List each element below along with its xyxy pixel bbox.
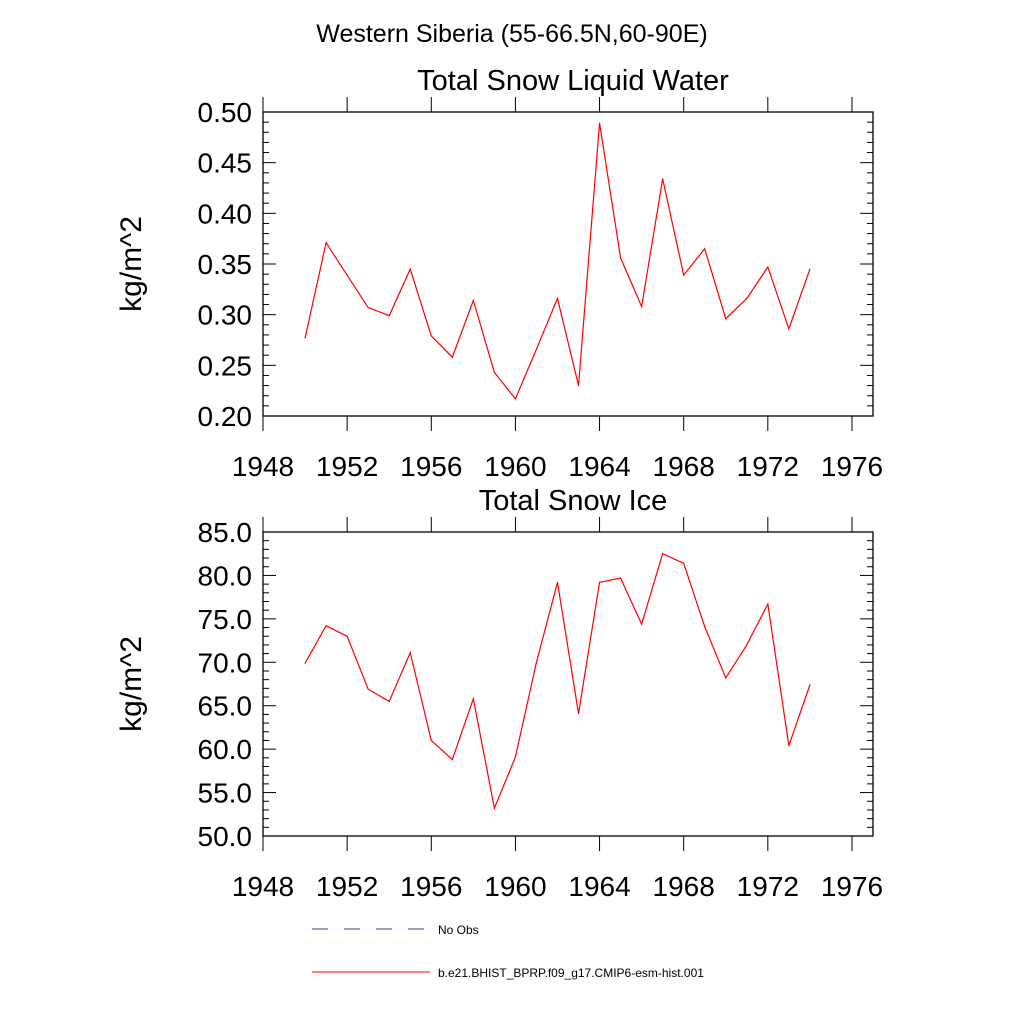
data-point — [514, 398, 517, 400]
data-point — [704, 626, 706, 628]
x-tick-label: 1956 — [400, 451, 462, 482]
data-point — [535, 348, 538, 350]
y-tick-label: 80.0 — [198, 560, 253, 591]
data-point — [556, 297, 559, 300]
data-point — [388, 700, 390, 702]
data-point — [556, 581, 559, 583]
y-tick-label: 70.0 — [198, 647, 253, 678]
data-point — [430, 739, 432, 742]
data-point — [725, 318, 727, 320]
x-tick-label: 1948 — [232, 451, 294, 482]
data-point — [788, 328, 790, 330]
chart-title: Total Snow Ice — [479, 485, 668, 517]
chart-title: Total Snow Liquid Water — [417, 65, 729, 97]
data-point — [409, 268, 411, 270]
data-point — [577, 385, 580, 387]
data-point — [598, 581, 601, 583]
data-point — [304, 662, 306, 664]
data-point — [725, 677, 727, 679]
data-point — [598, 122, 601, 124]
y-tick-label: 85.0 — [198, 517, 253, 548]
data-point — [388, 315, 390, 317]
x-tick-label: 1948 — [232, 871, 294, 902]
data-point — [809, 268, 811, 270]
legend-label-1: No Obs — [438, 923, 479, 937]
chart-panel-1: Total Snow Liquid Water 0.20 0.25 0.30 0.35 0… — [115, 65, 883, 482]
data-point — [767, 266, 769, 268]
y-axis-label: kg/m^2 — [115, 636, 148, 732]
x-tick-label: 1960 — [484, 451, 546, 482]
data-point — [767, 603, 769, 605]
data-point — [662, 178, 664, 180]
plot-frame — [262, 111, 874, 417]
data-point — [493, 807, 495, 809]
chart-panel-2: Total Snow Ice 50.0 55.0 60.0 65.0 70.0 75.0 80… — [115, 485, 883, 902]
data-point — [493, 371, 495, 374]
data-point — [683, 274, 685, 276]
data-point — [619, 577, 622, 579]
y-tick-label: 55.0 — [198, 778, 253, 809]
data-point — [451, 758, 453, 761]
data-point — [809, 684, 811, 686]
data-point — [451, 356, 453, 358]
x-tick-label: 1952 — [316, 451, 378, 482]
y-tick-label: 65.0 — [198, 691, 253, 722]
y-tick-label: 50.0 — [198, 821, 253, 852]
data-point — [346, 274, 348, 276]
x-tick-label: 1952 — [316, 871, 378, 902]
x-tick-label: 1960 — [484, 871, 546, 902]
x-tick-label: 1964 — [568, 451, 630, 482]
y-tick-label: 75.0 — [198, 604, 253, 635]
legend: No Obs b.e21.BHIST_BPRP.f09_g17.CMIP6-esm… — [312, 923, 704, 980]
y-tick-label: 0.40 — [198, 198, 253, 229]
data-point — [704, 248, 706, 250]
x-tick-label: 1968 — [653, 451, 715, 482]
data-point — [325, 242, 327, 244]
data-point — [325, 625, 327, 627]
y-tick-label: 0.30 — [198, 300, 253, 331]
y-tick-label: 0.20 — [198, 401, 253, 432]
y-tick-label: 60.0 — [198, 734, 253, 765]
data-point — [409, 652, 411, 654]
data-point — [788, 745, 790, 747]
x-tick-label: 1956 — [400, 871, 462, 902]
series-line-1 — [304, 123, 811, 400]
series-line-1 — [304, 552, 811, 811]
data-point — [346, 635, 348, 637]
data-point — [577, 712, 580, 715]
data-point — [662, 553, 664, 555]
data-point — [641, 623, 643, 625]
y-axis-label: kg/m^2 — [115, 216, 148, 312]
y-tick-label: 0.35 — [198, 249, 253, 280]
data-point — [304, 337, 306, 339]
data-point — [367, 306, 369, 309]
x-tick-label: 1972 — [737, 451, 799, 482]
figure-suptitle: Western Siberia (55-66.5N,60-90E) — [316, 20, 707, 48]
data-point — [514, 756, 517, 758]
y-tick-label: 0.25 — [198, 350, 253, 381]
x-tick-label: 1972 — [737, 871, 799, 902]
data-point — [472, 299, 474, 302]
data-point — [619, 257, 622, 259]
data-point — [535, 661, 538, 663]
data-point — [430, 335, 432, 337]
legend-label-2: b.e21.BHIST_BPRP.f09_g17.CMIP6-esm-hist.… — [438, 966, 704, 980]
data-point — [746, 297, 748, 300]
x-tick-label: 1976 — [821, 451, 883, 482]
y-tick-label: 0.50 — [198, 97, 253, 128]
x-tick-label: 1964 — [568, 871, 630, 902]
data-point — [641, 305, 643, 308]
x-tick-label: 1968 — [653, 871, 715, 902]
data-point — [746, 644, 748, 646]
plot-frame — [262, 531, 874, 837]
data-point — [367, 688, 369, 690]
data-point — [683, 562, 685, 564]
x-tick-label: 1976 — [821, 871, 883, 902]
y-tick-label: 0.45 — [198, 148, 253, 179]
data-point — [472, 698, 474, 700]
